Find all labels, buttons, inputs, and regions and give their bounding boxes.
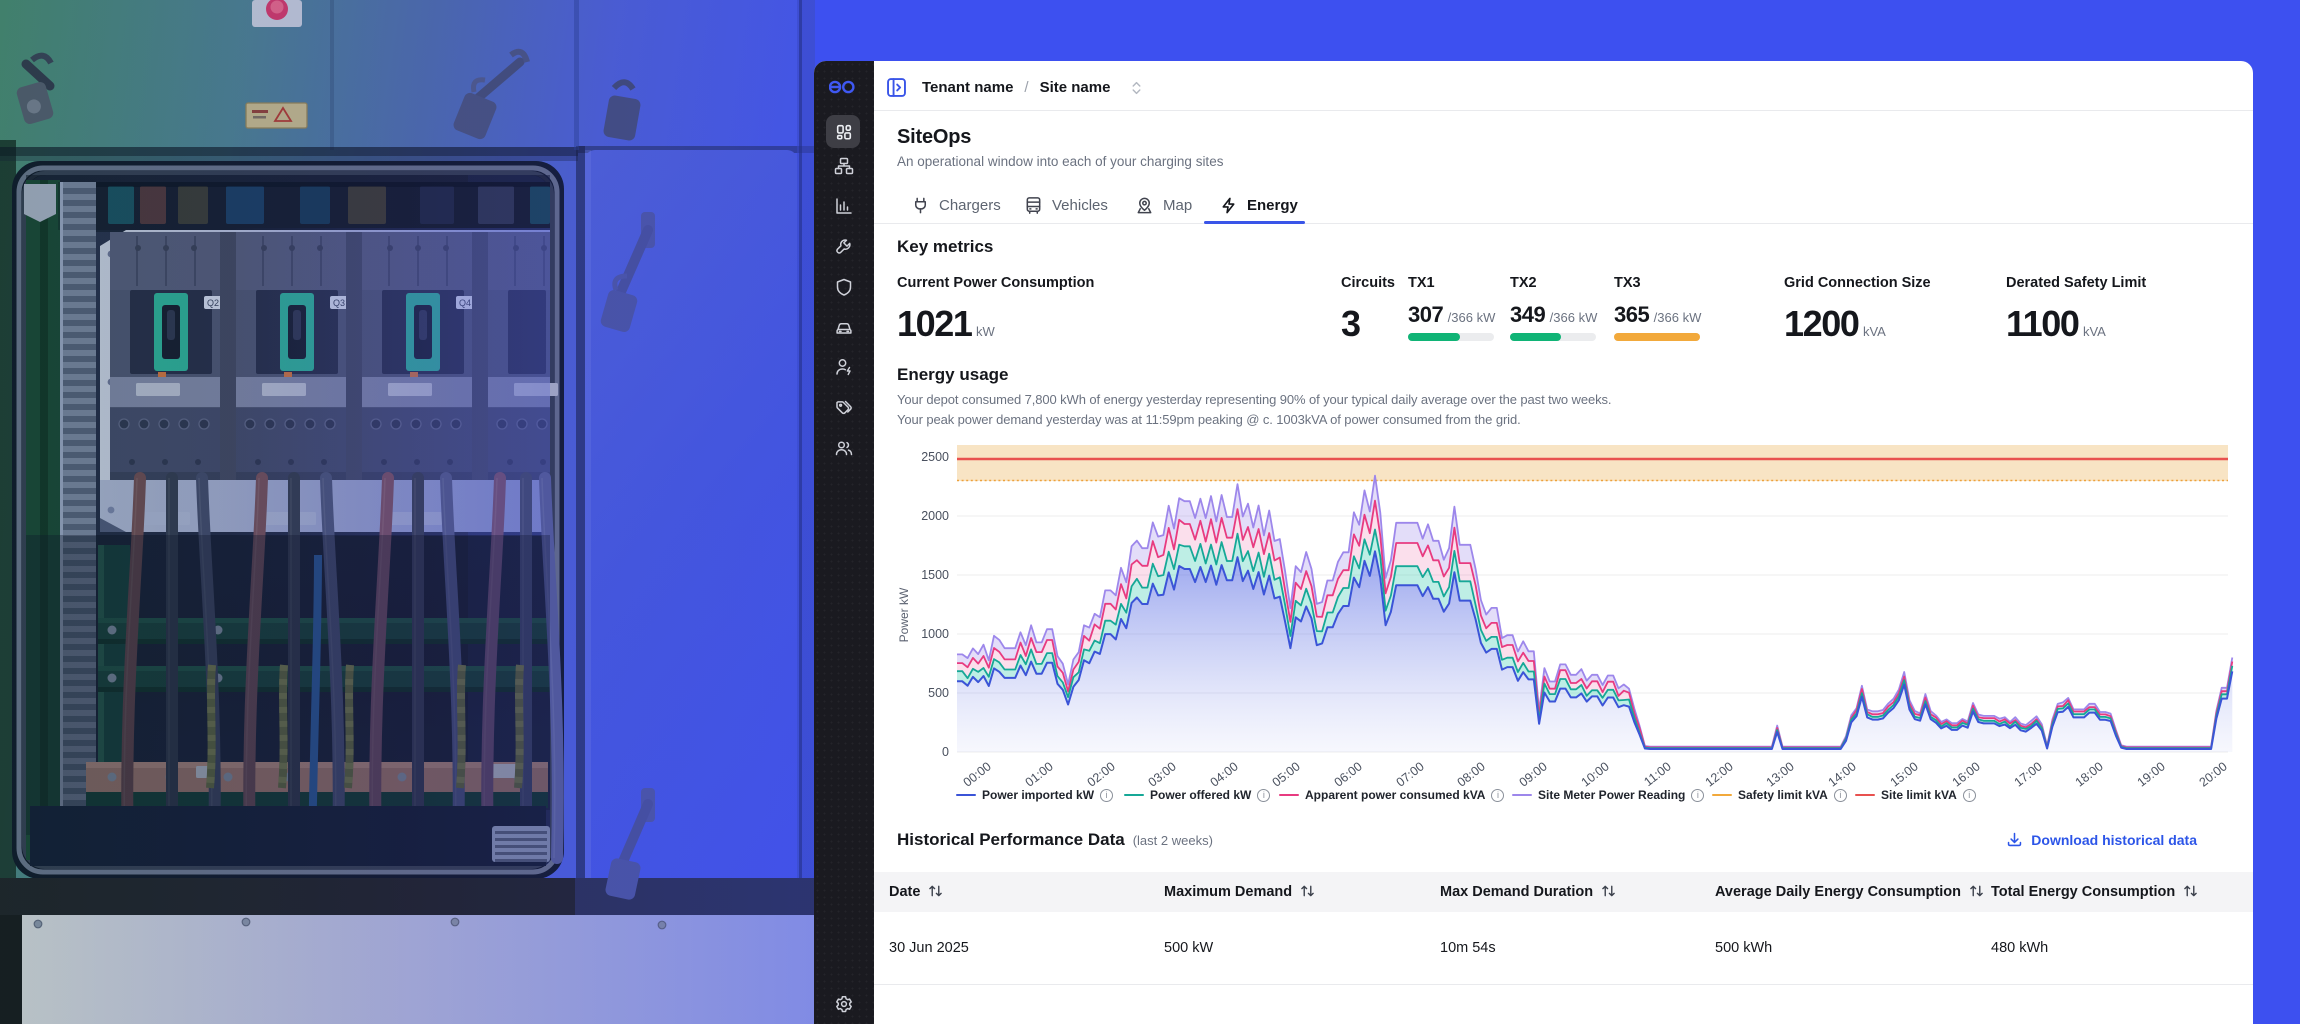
- svg-text:04:00: 04:00: [1208, 759, 1241, 789]
- svg-text:16:00: 16:00: [1950, 759, 1983, 789]
- svg-text:19:00: 19:00: [2135, 759, 2168, 789]
- svg-text:17:00: 17:00: [2012, 759, 2045, 789]
- svg-text:05:00: 05:00: [1270, 759, 1303, 789]
- svg-text:13:00: 13:00: [1764, 759, 1797, 789]
- svg-text:09:00: 09:00: [1517, 759, 1550, 789]
- svg-text:Power kW: Power kW: [897, 587, 911, 642]
- svg-text:02:00: 02:00: [1085, 759, 1118, 789]
- svg-text:1500: 1500: [921, 568, 949, 582]
- svg-text:15:00: 15:00: [1888, 759, 1921, 789]
- svg-text:06:00: 06:00: [1332, 759, 1365, 789]
- svg-text:03:00: 03:00: [1146, 759, 1179, 789]
- svg-text:14:00: 14:00: [1826, 759, 1859, 789]
- svg-text:2500: 2500: [921, 450, 949, 464]
- svg-text:20:00: 20:00: [2197, 759, 2230, 789]
- svg-text:01:00: 01:00: [1023, 759, 1056, 789]
- svg-text:0: 0: [942, 745, 949, 759]
- svg-text:2000: 2000: [921, 509, 949, 523]
- svg-text:11:00: 11:00: [1641, 759, 1674, 789]
- svg-text:1000: 1000: [921, 627, 949, 641]
- svg-text:18:00: 18:00: [2073, 759, 2106, 789]
- svg-text:10:00: 10:00: [1579, 759, 1612, 789]
- svg-text:500: 500: [928, 686, 949, 700]
- svg-text:12:00: 12:00: [1703, 759, 1736, 789]
- svg-text:08:00: 08:00: [1455, 759, 1488, 789]
- svg-text:07:00: 07:00: [1394, 759, 1427, 789]
- svg-text:00:00: 00:00: [961, 759, 994, 789]
